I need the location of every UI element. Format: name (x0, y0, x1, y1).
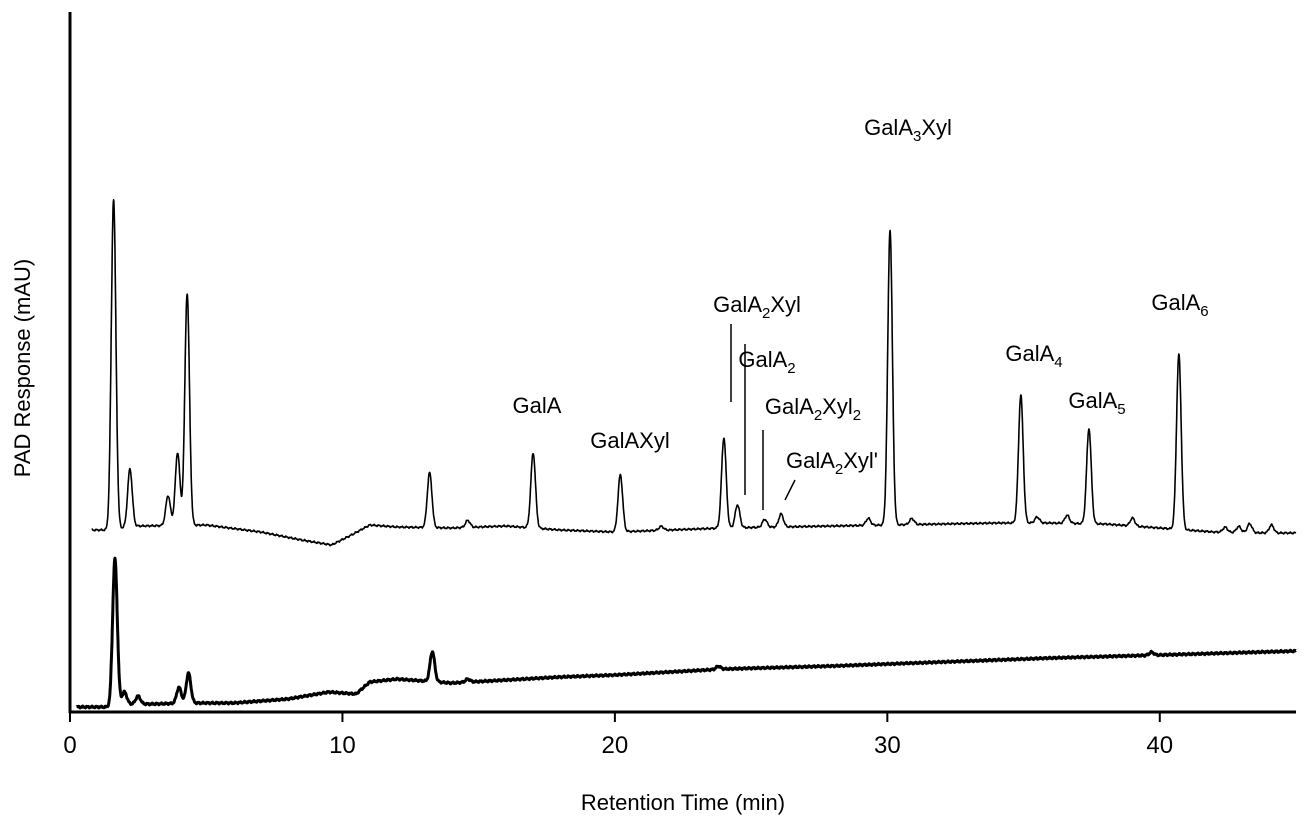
peak-label: GalA2Xyl (713, 292, 801, 322)
peak-label: GalA2Xyl2 (765, 394, 861, 424)
peak-label: GalA6 (1151, 290, 1208, 320)
x-tick-label: 30 (874, 732, 901, 759)
x-tick-label: 10 (329, 732, 356, 759)
peak-label: GalA (513, 393, 562, 418)
x-axis-title: Retention Time (min) (581, 790, 785, 815)
series-1-trace (91, 199, 1297, 547)
peak-label: GalA2Xyl' (786, 448, 878, 478)
peak-label: GalA3Xyl (864, 115, 952, 145)
x-tick-label: 20 (602, 732, 629, 759)
peak-label-leader (784, 479, 796, 501)
series-2-trace (75, 556, 1298, 710)
x-tick-label: 0 (63, 732, 76, 759)
peak-label: GalA4 (1005, 341, 1062, 371)
y-axis-title: PAD Response (mAU) (10, 259, 35, 477)
peak-label: GalA2 (738, 347, 795, 377)
peak-label: GalAXyl (590, 428, 669, 453)
peak-label: GalA5 (1068, 388, 1125, 418)
x-tick-label: 40 (1146, 732, 1173, 759)
